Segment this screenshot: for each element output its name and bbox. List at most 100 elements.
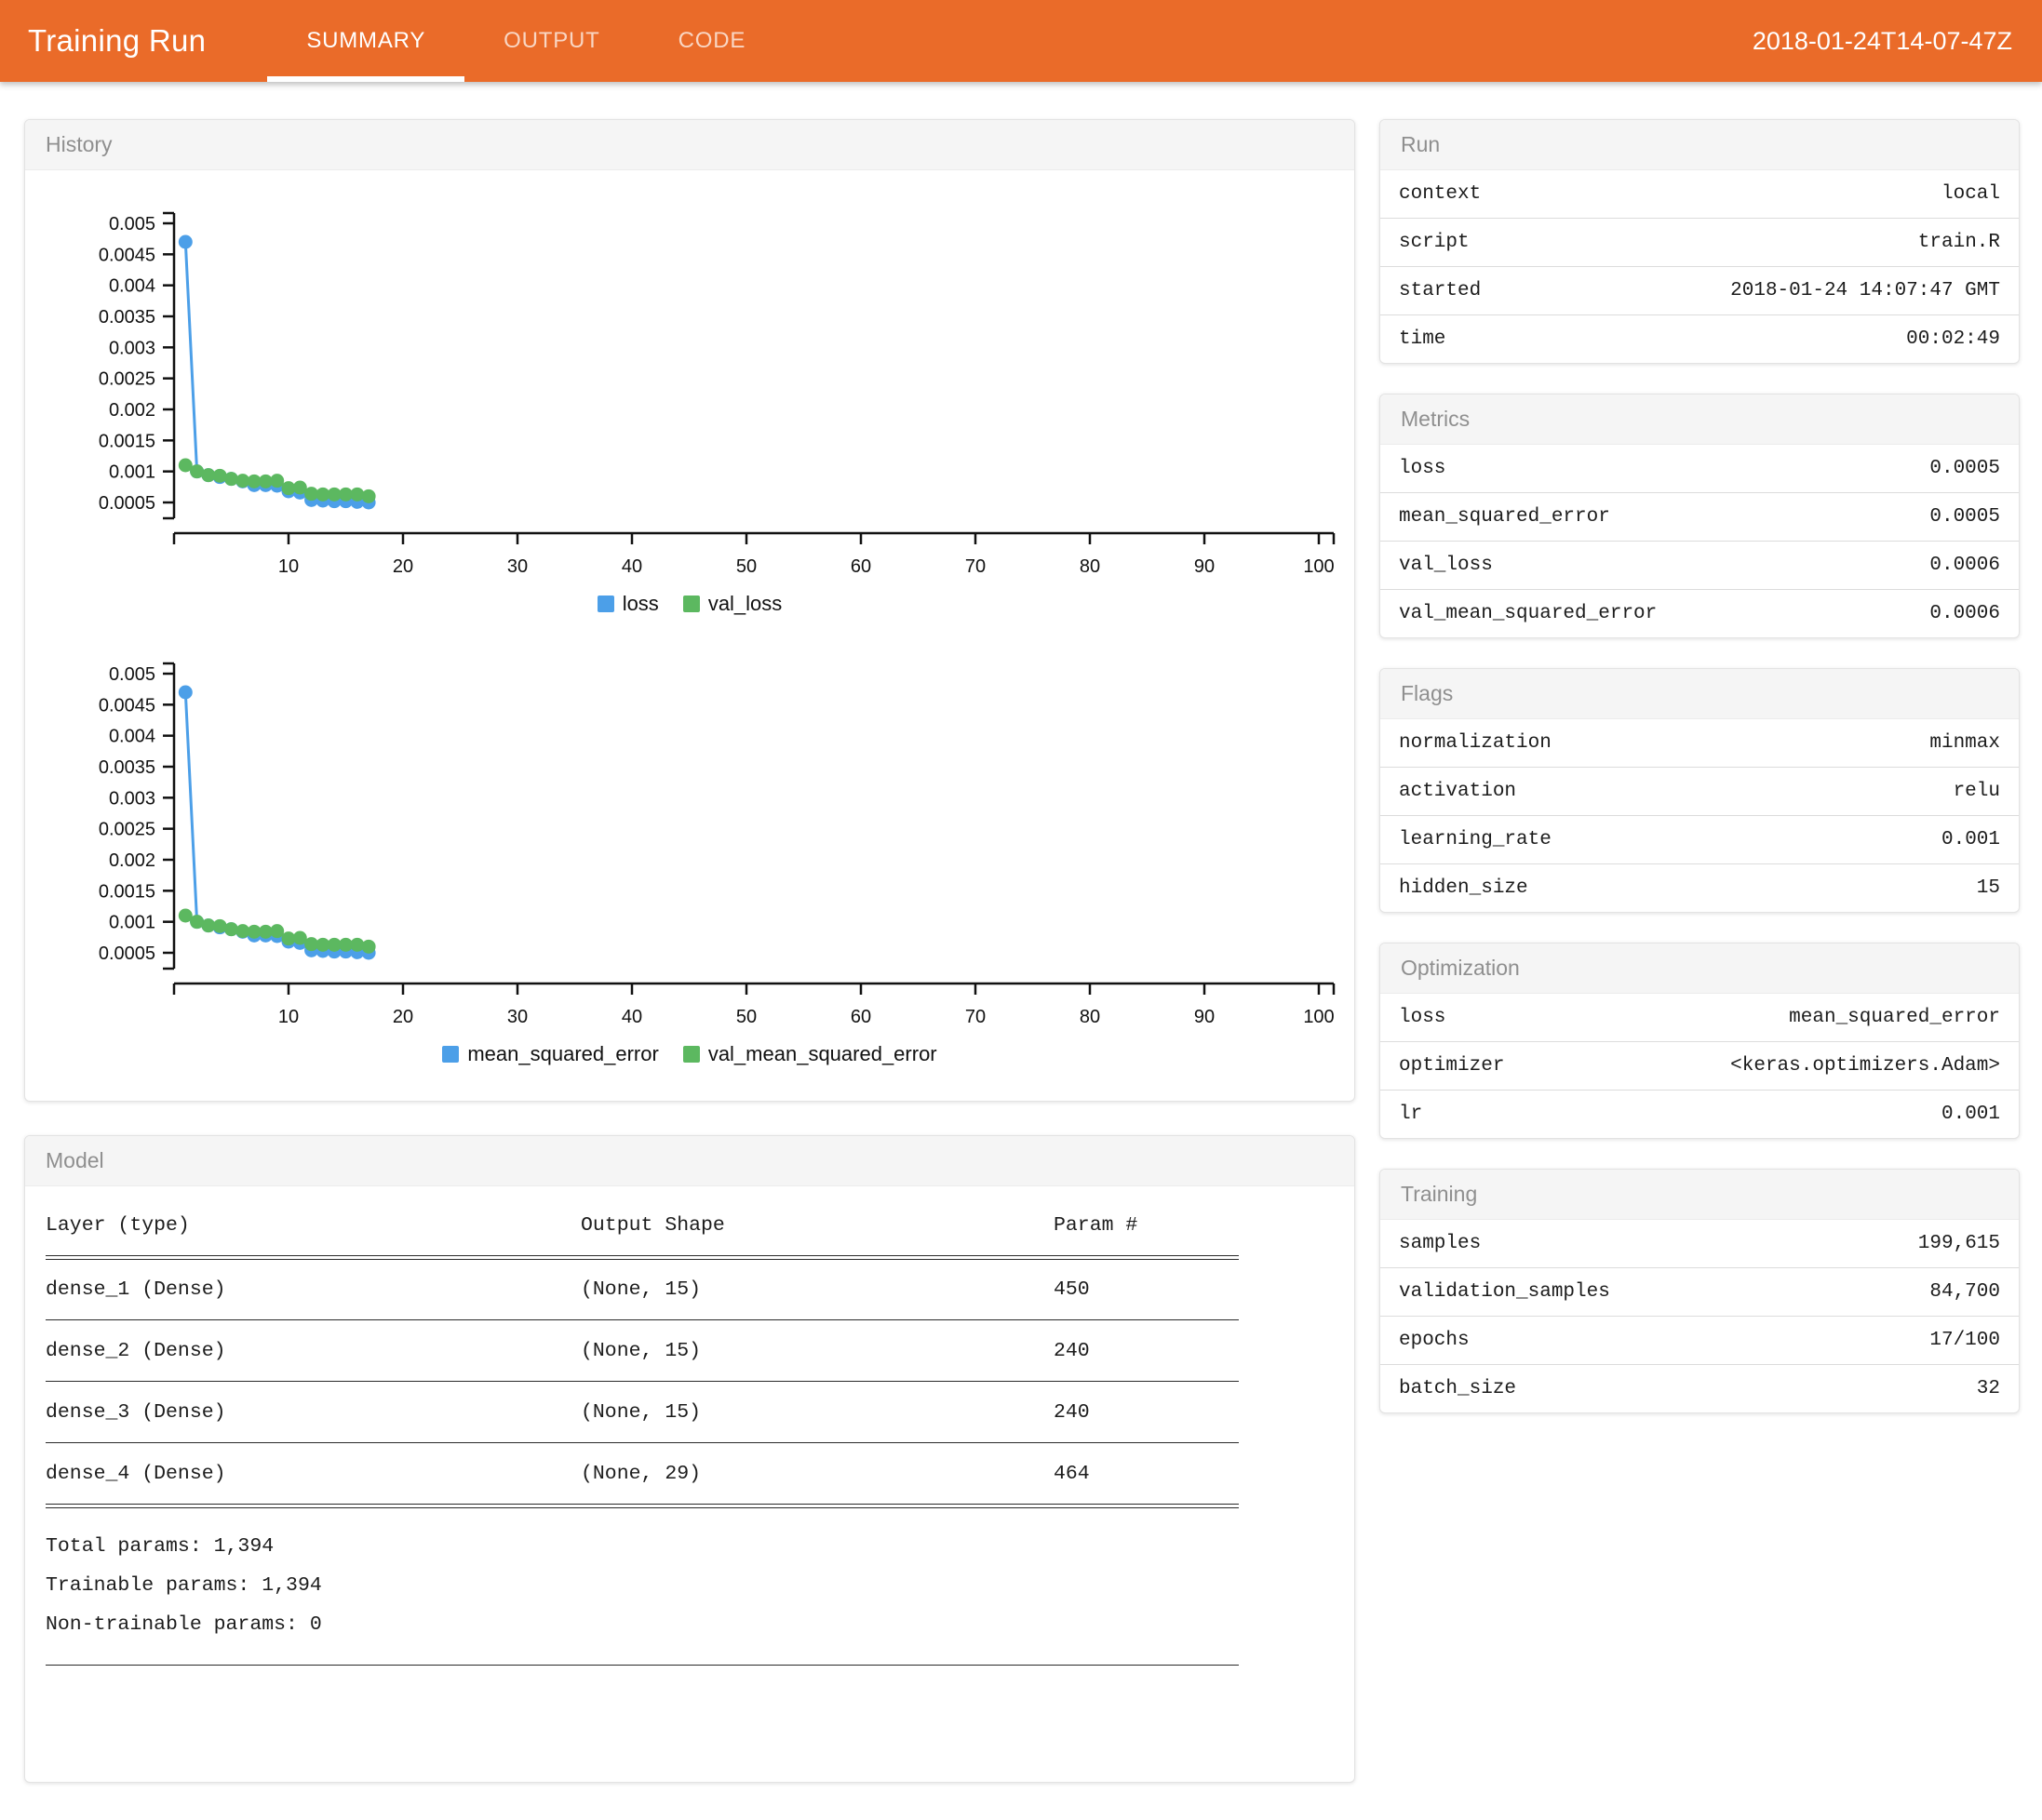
model-double-rule: [46, 1504, 1239, 1508]
kv-value: 17/100: [1929, 1330, 2000, 1351]
training-panel-rows: samples 199,615 validation_samples 84,700 ep…: [1380, 1220, 2019, 1412]
svg-text:40: 40: [622, 1007, 642, 1027]
legend-item: val_loss: [682, 592, 783, 616]
kv-key: context: [1399, 183, 1482, 205]
svg-text:80: 80: [1080, 1007, 1100, 1027]
kv-key: hidden_size: [1399, 877, 1528, 899]
kv-key: val_mean_squared_error: [1399, 603, 1658, 624]
kv-value: 0.0006: [1929, 603, 2000, 624]
model-summary-cell: dense_1 (Dense): [46, 1278, 226, 1301]
model-panel-title: Model: [25, 1136, 1354, 1186]
kv-value: 84,700: [1929, 1281, 2000, 1303]
model-summary-line: Non-trainable params: 0: [46, 1605, 1239, 1644]
kv-key: normalization: [1399, 732, 1552, 754]
legend-item: val_mean_squared_error: [682, 1042, 937, 1066]
kv-value: 0.001: [1941, 1104, 2000, 1125]
training-panel-title: Training: [1380, 1170, 2019, 1220]
svg-text:0.0035: 0.0035: [99, 757, 155, 778]
kv-row: epochs 17/100: [1380, 1316, 2019, 1364]
legend-swatch-icon: [442, 1046, 460, 1063]
kv-row: hidden_size 15: [1380, 863, 2019, 912]
svg-text:60: 60: [851, 1007, 871, 1027]
kv-row: started 2018-01-24 14:07:47 GMT: [1380, 266, 2019, 314]
run-panel-title: Run: [1380, 120, 2019, 170]
model-panel: Model Layer (type) Output Shape Param # den…: [24, 1135, 1355, 1783]
svg-text:90: 90: [1194, 556, 1215, 577]
mse-history-chart: 0.005 0.0045 0.004 0.0035 0.003 0.0025 0.002 0.…: [99, 662, 1336, 1027]
main-content: History 0.005 0.0045 0.004 0.0035 0.003 0.002…: [0, 82, 2042, 1820]
tab-bar: SUMMARY OUTPUT CODE: [267, 0, 785, 82]
kv-value: relu: [1953, 781, 2000, 802]
kv-value: local: [1941, 183, 2000, 205]
svg-text:0.0005: 0.0005: [99, 493, 155, 514]
model-summary-cell: (None, 15): [581, 1340, 702, 1362]
kv-row: context local: [1380, 170, 2019, 218]
kv-key: optimizer: [1399, 1055, 1505, 1077]
model-summary-cell: dense_3 (Dense): [46, 1401, 226, 1424]
svg-text:70: 70: [965, 1007, 986, 1027]
loss-chart-block: 0.005 0.0045 0.004 0.0035 0.003 0.0025 0.002 0.…: [42, 191, 1337, 624]
page-title: Training Run: [28, 23, 207, 58]
legend-label: val_mean_squared_error: [707, 1042, 937, 1065]
tab-output[interactable]: OUTPUT: [504, 28, 600, 53]
tab-summary[interactable]: SUMMARY: [267, 0, 464, 82]
model-summary-cell: Output Shape: [581, 1214, 725, 1237]
svg-text:0.005: 0.005: [109, 214, 155, 234]
kv-key: batch_size: [1399, 1378, 1517, 1399]
right-column: Run context local script train.R started 2018…: [1379, 119, 2020, 1413]
kv-key: started: [1399, 280, 1482, 301]
svg-text:0.004: 0.004: [109, 276, 155, 297]
svg-text:0.0025: 0.0025: [99, 369, 155, 390]
kv-value: 0.0005: [1929, 506, 2000, 528]
kv-key: mean_squared_error: [1399, 506, 1610, 528]
legend-swatch-icon: [682, 596, 700, 612]
svg-text:0.0005: 0.0005: [99, 943, 155, 964]
loss-chart-legend: loss val_loss: [42, 583, 1337, 624]
svg-text:20: 20: [393, 1007, 413, 1027]
training-panel: Training samples 199,615 validation_sample…: [1379, 1169, 2020, 1413]
model-summary-line: Layer (type) Output Shape Param #: [46, 1214, 1239, 1237]
kv-value: minmax: [1929, 732, 2000, 754]
kv-key: val_loss: [1399, 555, 1493, 576]
metrics-panel-title: Metrics: [1380, 395, 2019, 445]
svg-text:0.0045: 0.0045: [99, 695, 155, 716]
legend-item: loss: [597, 592, 659, 616]
legend-swatch-icon: [682, 1046, 700, 1063]
kv-key: samples: [1399, 1233, 1482, 1254]
kv-key: loss: [1399, 1007, 1446, 1028]
svg-text:100: 100: [1303, 1007, 1334, 1027]
svg-text:0.0035: 0.0035: [99, 307, 155, 328]
kv-row: normalization minmax: [1380, 719, 2019, 767]
model-double-rule: [46, 1255, 1239, 1260]
metrics-panel-rows: loss 0.0005 mean_squared_error 0.0005 val_lo…: [1380, 445, 2019, 637]
kv-value: train.R: [1917, 232, 2000, 253]
kv-value: 2018-01-24 14:07:47 GMT: [1730, 280, 2000, 301]
svg-text:50: 50: [736, 1007, 757, 1027]
kv-value: mean_squared_error: [1789, 1007, 2000, 1028]
model-summary-cell: dense_4 (Dense): [46, 1463, 226, 1485]
model-single-rule: [46, 1665, 1239, 1666]
kv-key: lr: [1399, 1104, 1423, 1125]
legend-item: mean_squared_error: [442, 1042, 659, 1066]
legend-label: mean_squared_error: [467, 1042, 659, 1065]
svg-text:0.001: 0.001: [109, 462, 155, 483]
model-summary-cell: 464: [1054, 1463, 1090, 1485]
model-summary-cell: (None, 15): [581, 1278, 702, 1301]
legend-label: val_loss: [707, 592, 783, 615]
kv-value: 15: [1976, 877, 2000, 899]
model-summary-cell: dense_2 (Dense): [46, 1340, 226, 1362]
kv-value: 00:02:49: [1906, 328, 2000, 350]
model-summary-cell: Non-trainable params: 0: [46, 1613, 322, 1636]
model-summary-cell: 240: [1054, 1340, 1090, 1362]
flags-panel: Flags normalization minmax activation relu l…: [1379, 668, 2020, 913]
svg-text:30: 30: [507, 556, 528, 577]
loss-history-chart: 0.005 0.0045 0.004 0.0035 0.003 0.0025 0.002 0.…: [99, 211, 1336, 577]
model-summary-cell: (None, 15): [581, 1401, 702, 1424]
optimization-panel-rows: loss mean_squared_error optimizer <keras.op…: [1380, 994, 2019, 1138]
svg-text:100: 100: [1303, 556, 1334, 577]
kv-row: activation relu: [1380, 767, 2019, 815]
svg-text:50: 50: [736, 556, 757, 577]
tab-code[interactable]: CODE: [678, 28, 746, 53]
kv-row: val_mean_squared_error 0.0006: [1380, 589, 2019, 637]
kv-value: 0.001: [1941, 829, 2000, 850]
